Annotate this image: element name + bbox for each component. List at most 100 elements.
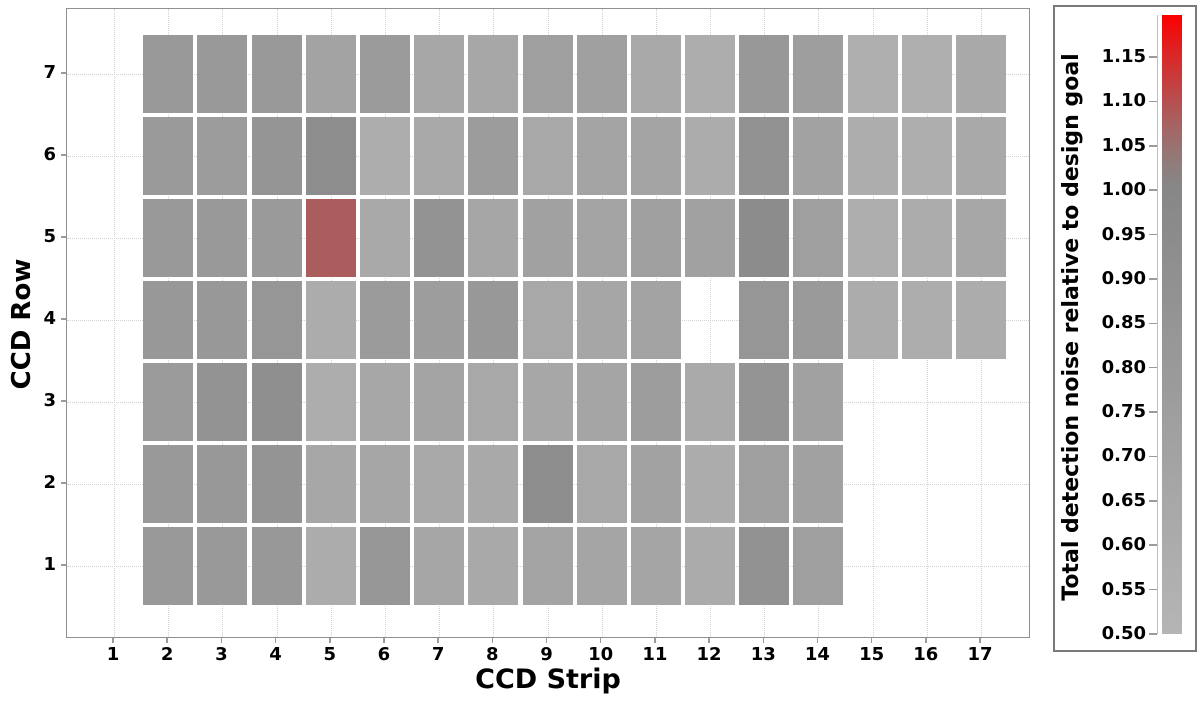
colorbar-tick — [1149, 411, 1157, 413]
heatmap-cell — [739, 527, 790, 605]
heatmap-cell — [576, 363, 627, 441]
x-tick — [816, 638, 819, 643]
x-tick — [545, 638, 548, 643]
colorbar-tick — [1149, 100, 1157, 103]
heatmap-cell — [414, 281, 465, 359]
heatmap-cell — [630, 445, 681, 523]
heatmap-cell — [414, 35, 465, 113]
colorbar-tick-label: 1.10 — [1101, 90, 1146, 112]
colorbar-tick-label: 1.05 — [1101, 134, 1146, 156]
colorbar-tick-label: 0.65 — [1101, 489, 1146, 511]
heatmap-cell — [305, 117, 356, 195]
heatmap-cell — [305, 527, 356, 605]
x-tick-label: 1 — [106, 644, 120, 665]
x-tick — [925, 638, 927, 643]
heatmap-cell — [251, 527, 302, 605]
heatmap-cell — [793, 527, 844, 605]
heatmap-cell — [739, 35, 790, 113]
heatmap-cell — [793, 281, 844, 359]
heatmap-cell — [630, 117, 681, 195]
x-tick-label: 9 — [540, 644, 553, 665]
x-tick-label: 12 — [696, 644, 722, 665]
heatmap-cell — [414, 527, 465, 605]
grid-line-v — [114, 9, 115, 637]
heatmap-cell — [847, 199, 898, 277]
x-tick-label: 5 — [323, 644, 337, 665]
y-tick — [61, 72, 66, 74]
heatmap-cell — [956, 35, 1006, 113]
heatmap-cell — [359, 35, 410, 113]
heatmap-cell — [468, 363, 519, 441]
heatmap-cell — [197, 35, 248, 113]
heatmap-cell — [359, 199, 410, 277]
colorbar-tick — [1149, 189, 1157, 191]
heatmap-cell — [576, 445, 627, 523]
colorbar-tick — [1149, 322, 1157, 325]
heatmap-cell — [630, 281, 681, 359]
x-tick — [220, 638, 223, 643]
y-tick-label: 3 — [43, 390, 56, 411]
colorbar-tick — [1149, 366, 1157, 369]
x-tick-label: 17 — [967, 644, 993, 665]
x-tick — [599, 638, 602, 643]
heatmap-cell — [468, 445, 519, 523]
colorbar-tick — [1149, 500, 1157, 502]
x-tick — [654, 638, 656, 643]
heatmap-cell — [522, 363, 573, 441]
x-tick-label: 13 — [750, 644, 776, 665]
heatmap-cell — [576, 199, 627, 277]
y-tick-label: 2 — [43, 472, 56, 493]
heatmap-cell — [359, 527, 410, 605]
heatmap-cell — [847, 35, 898, 113]
heatmap-cell — [251, 445, 302, 523]
colorbar-tick-label: 0.60 — [1101, 534, 1146, 556]
x-tick-label: 4 — [269, 644, 282, 665]
heatmap-cell — [522, 527, 573, 605]
x-tick — [979, 638, 981, 643]
heatmap-cell — [793, 35, 844, 113]
heatmap-cell — [251, 199, 302, 277]
heatmap-cell — [901, 281, 952, 359]
colorbar-tick-label: 0.90 — [1101, 267, 1146, 289]
y-tick — [61, 154, 66, 156]
x-tick — [437, 638, 439, 643]
heatmap-cell — [522, 199, 573, 277]
y-tick — [61, 564, 66, 566]
heatmap-cell — [468, 527, 519, 605]
colorbar-gradient — [1162, 15, 1182, 634]
heatmap-cell — [630, 35, 681, 113]
y-tick — [61, 482, 66, 484]
heatmap-cell — [739, 363, 790, 441]
heatmap-cell — [197, 363, 248, 441]
x-axis-title: CCD Strip — [475, 664, 621, 695]
heatmap-cell — [251, 35, 302, 113]
heatmap-cell — [251, 281, 302, 359]
x-tick — [329, 638, 331, 643]
heatmap-cell — [359, 281, 410, 359]
heatmap-cell — [739, 281, 790, 359]
heatmap-cell — [522, 35, 573, 113]
heatmap-cell — [143, 527, 194, 605]
heatmap-cell — [305, 199, 356, 277]
y-tick — [61, 400, 66, 402]
x-tick — [383, 638, 385, 643]
heatmap-cell — [468, 281, 519, 359]
heatmap-cell — [576, 281, 627, 359]
x-tick — [491, 638, 494, 643]
heatmap-cell — [630, 527, 681, 605]
colorbar-tick — [1149, 278, 1157, 280]
heatmap-cell — [576, 35, 627, 113]
heatmap-cell — [901, 117, 952, 195]
colorbar-tick — [1149, 455, 1157, 458]
y-tick — [61, 318, 66, 320]
heatmap-cell — [685, 117, 736, 195]
heatmap-cell — [414, 363, 465, 441]
heatmap-cell — [739, 117, 790, 195]
y-tick-label: 4 — [43, 308, 56, 329]
heatmap-cell — [793, 445, 844, 523]
heatmap-cell — [468, 117, 519, 195]
heatmap-cell — [522, 445, 573, 523]
heatmap-cell — [197, 281, 248, 359]
colorbar-tick-label: 0.50 — [1101, 623, 1146, 644]
heatmap-cell — [359, 117, 410, 195]
